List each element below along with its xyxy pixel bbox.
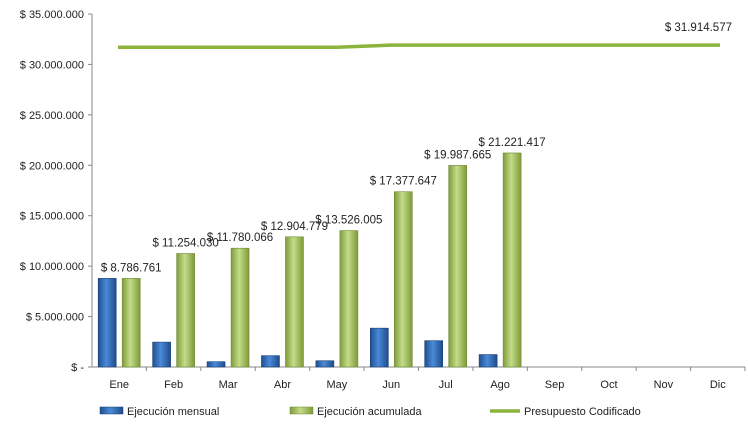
y-tick-label: $ 5.000.000 xyxy=(26,312,84,324)
bar-ejecucion-mensual xyxy=(206,361,226,368)
data-labels: $ 8.786.761 $ 11.254.030$ 11.780.066$ 12.… xyxy=(101,22,732,274)
bar-ejecucion-acumulada xyxy=(176,253,195,368)
line-end-label: $ 31.914.577 xyxy=(665,22,732,34)
bar-ejecucion-acumulada xyxy=(393,191,413,368)
bar-ejecucion-acumulada xyxy=(285,236,304,368)
y-tick-label: $ 20.000.000 xyxy=(20,160,84,172)
data-label: $ 21.221.417 xyxy=(479,137,546,149)
data-label: $ 11.780.066 xyxy=(207,232,273,244)
y-tick-label: $ 35.000.000 xyxy=(20,9,84,21)
x-tick-label: Sep xyxy=(545,379,565,391)
y-tick-label: $ 15.000.000 xyxy=(20,211,84,223)
data-label: $ 13.526.005 xyxy=(315,215,382,227)
legend: Ejecución mensual Ejecución acumulada Pres… xyxy=(99,406,641,418)
x-tick-label: Ago xyxy=(490,379,510,391)
data-label: $ 17.377.647 xyxy=(370,176,437,188)
bar-ejecucion-mensual xyxy=(152,341,171,368)
legend-label-ejecucion-mensual: Ejecución mensual xyxy=(127,406,219,418)
bar-ejecucion-mensual xyxy=(261,355,280,368)
data-label: $ 12.904.779 xyxy=(261,221,328,233)
x-tick-label: Jul xyxy=(439,379,453,391)
bar-ejecucion-mensual xyxy=(315,360,335,368)
x-tick-label: Ene xyxy=(109,379,129,391)
x-tick-label: Nov xyxy=(654,379,674,391)
bar-ejecucion-acumulada xyxy=(230,247,250,368)
bar-ejecucion-acumulada xyxy=(502,152,522,368)
x-tick-label: Jun xyxy=(382,379,400,391)
y-tick-label: $ 30.000.000 xyxy=(20,59,84,71)
line-presupuesto-codificado xyxy=(118,43,720,50)
data-label: $ 8.786.761 xyxy=(101,262,162,274)
bars xyxy=(97,152,522,368)
legend-swatch-ejecucion-mensual xyxy=(99,406,124,415)
data-label: $ 19.987.665 xyxy=(424,149,491,161)
bar-ejecucion-acumulada xyxy=(121,278,141,368)
legend-swatch-ejecucion-acumulada xyxy=(289,406,314,415)
bar-ejecucion-mensual xyxy=(97,278,117,368)
y-tick-label: $ 25.000.000 xyxy=(20,110,84,122)
bar-ejecucion-acumulada xyxy=(448,165,468,368)
bar-ejecucion-mensual xyxy=(369,327,389,368)
bar-ejecucion-mensual xyxy=(478,354,498,368)
legend-label-presupuesto-codificado: Presupuesto Codificado xyxy=(524,406,641,418)
x-tick-label: Mar xyxy=(219,379,238,391)
y-tick-label: $ - xyxy=(71,362,84,374)
x-tick-label: May xyxy=(326,379,347,391)
bar-ejecucion-mensual xyxy=(424,340,444,368)
x-tick-label: Abr xyxy=(274,379,291,391)
legend-label-ejecucion-acumulada: Ejecución acumulada xyxy=(317,406,422,418)
x-axis: Ene Feb Mar Abr May Jun Jul Ago Sep Oct Nov Dic xyxy=(92,366,746,391)
x-tick-label: Feb xyxy=(164,379,183,391)
y-axis: $ - $ 5.000.000 $ 10.000.000 $ 15.000.000 $ … xyxy=(20,9,93,374)
bar-ejecucion-acumulada xyxy=(339,230,359,368)
data-label: $ 11.254.030 xyxy=(152,237,218,249)
x-tick-label: Dic xyxy=(710,379,726,391)
y-tick-label: $ 10.000.000 xyxy=(20,261,84,273)
x-tick-label: Oct xyxy=(600,379,617,391)
budget-line xyxy=(118,43,720,50)
